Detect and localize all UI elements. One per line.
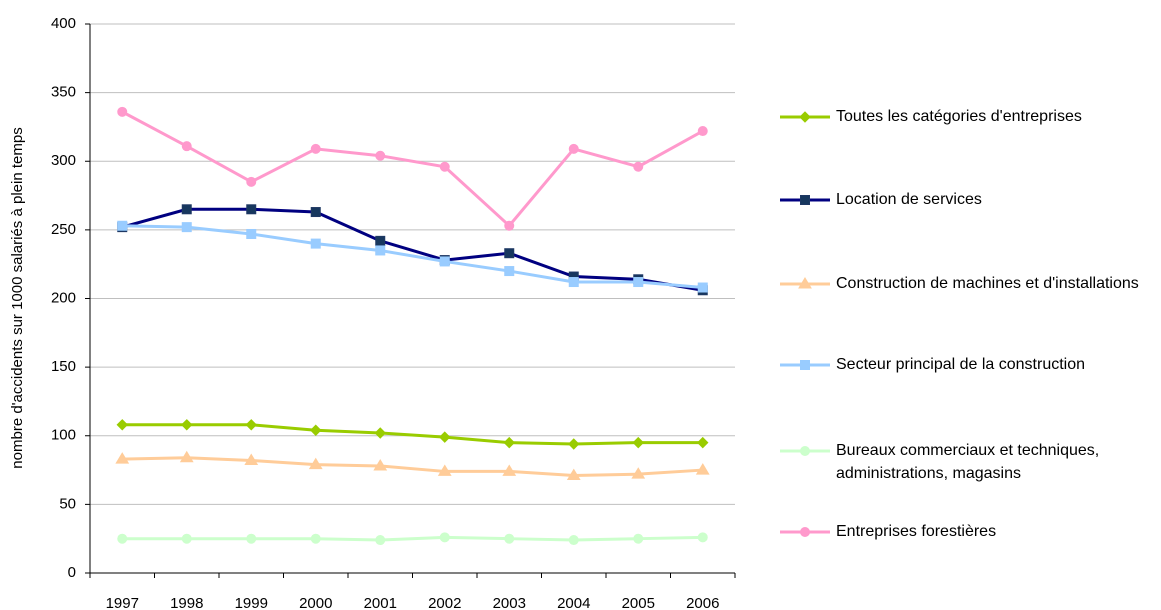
x-tick-label: 1999 [235, 595, 268, 610]
marker [373, 458, 388, 471]
marker [568, 535, 579, 546]
marker [633, 161, 644, 172]
marker [799, 111, 811, 123]
series-line [121, 110, 704, 228]
marker [800, 195, 810, 205]
marker [181, 141, 192, 152]
x-tick-label: 2000 [299, 595, 332, 610]
y-axis-label: nombre d'accidents sur 1000 salariés à p… [9, 127, 26, 468]
x-tick-label: 2001 [364, 595, 397, 610]
legend-label: Toutes les catégories d'entreprises [836, 108, 1082, 125]
marker [504, 248, 515, 259]
x-tick-label: 1997 [106, 595, 139, 610]
y-tick-label: 300 [51, 152, 76, 169]
marker [310, 143, 321, 154]
marker [308, 457, 323, 470]
series-line [122, 456, 703, 478]
marker [439, 532, 450, 543]
marker [632, 436, 644, 449]
marker [310, 424, 322, 436]
marker [310, 533, 321, 544]
marker [503, 436, 515, 449]
marker [181, 204, 192, 215]
y-tick-label: 350 [51, 84, 76, 101]
legend-label: Bureaux commerciaux et techniques, admin… [836, 442, 1100, 482]
marker [375, 245, 386, 256]
marker [800, 446, 810, 456]
legend-label: Secteur principal de la construction [836, 356, 1086, 373]
marker [504, 220, 515, 231]
marker [697, 282, 708, 293]
marker [244, 453, 259, 465]
x-tick-label: 2005 [622, 595, 655, 610]
marker [800, 360, 810, 370]
marker [117, 533, 128, 544]
y-tick-label: 400 [51, 15, 76, 32]
marker [246, 176, 257, 187]
marker [246, 204, 257, 215]
marker [375, 535, 386, 546]
y-tick-label: 150 [51, 358, 76, 375]
legend-label: Entreprises forestières [836, 523, 997, 540]
marker [115, 452, 130, 464]
marker [246, 533, 257, 544]
x-tick-label: 1998 [170, 595, 203, 610]
marker [631, 467, 646, 479]
marker [117, 220, 128, 231]
y-tick-label: 100 [51, 427, 76, 444]
marker [502, 464, 517, 476]
marker [439, 431, 451, 443]
marker [800, 527, 810, 537]
marker [310, 207, 321, 218]
marker [437, 464, 452, 476]
marker [504, 266, 515, 277]
legend-label: Location de services [836, 191, 982, 208]
series-line [121, 207, 704, 292]
marker [179, 450, 194, 463]
marker [181, 222, 192, 233]
marker [375, 235, 386, 246]
marker [633, 277, 644, 288]
marker [117, 106, 128, 117]
x-tick-label: 2003 [493, 595, 526, 610]
marker [504, 533, 515, 544]
marker [439, 161, 450, 172]
series-line [122, 423, 703, 446]
marker [439, 256, 450, 267]
legend-label: Construction de machines et d'installati… [836, 275, 1139, 292]
marker [246, 228, 257, 239]
marker [375, 150, 386, 161]
marker [245, 419, 257, 431]
x-tick-label: 2002 [428, 595, 461, 610]
marker [695, 463, 710, 475]
y-tick-label: 50 [59, 495, 76, 512]
marker [116, 419, 128, 431]
marker [568, 438, 580, 450]
marker [374, 427, 386, 439]
y-tick-label: 0 [68, 564, 76, 581]
marker [798, 277, 812, 289]
marker [181, 419, 193, 431]
marker [697, 436, 709, 449]
marker [568, 277, 579, 288]
marker [181, 533, 192, 544]
y-tick-label: 200 [51, 289, 76, 306]
x-tick-label: 2006 [686, 595, 719, 610]
marker [566, 468, 581, 481]
marker [568, 143, 579, 154]
marker [697, 532, 708, 543]
series-line [122, 535, 703, 542]
marker [310, 238, 321, 249]
y-tick-label: 250 [51, 221, 76, 238]
x-tick-label: 2004 [557, 595, 590, 610]
series-line [122, 224, 703, 290]
marker [633, 533, 644, 544]
marker [697, 126, 708, 137]
